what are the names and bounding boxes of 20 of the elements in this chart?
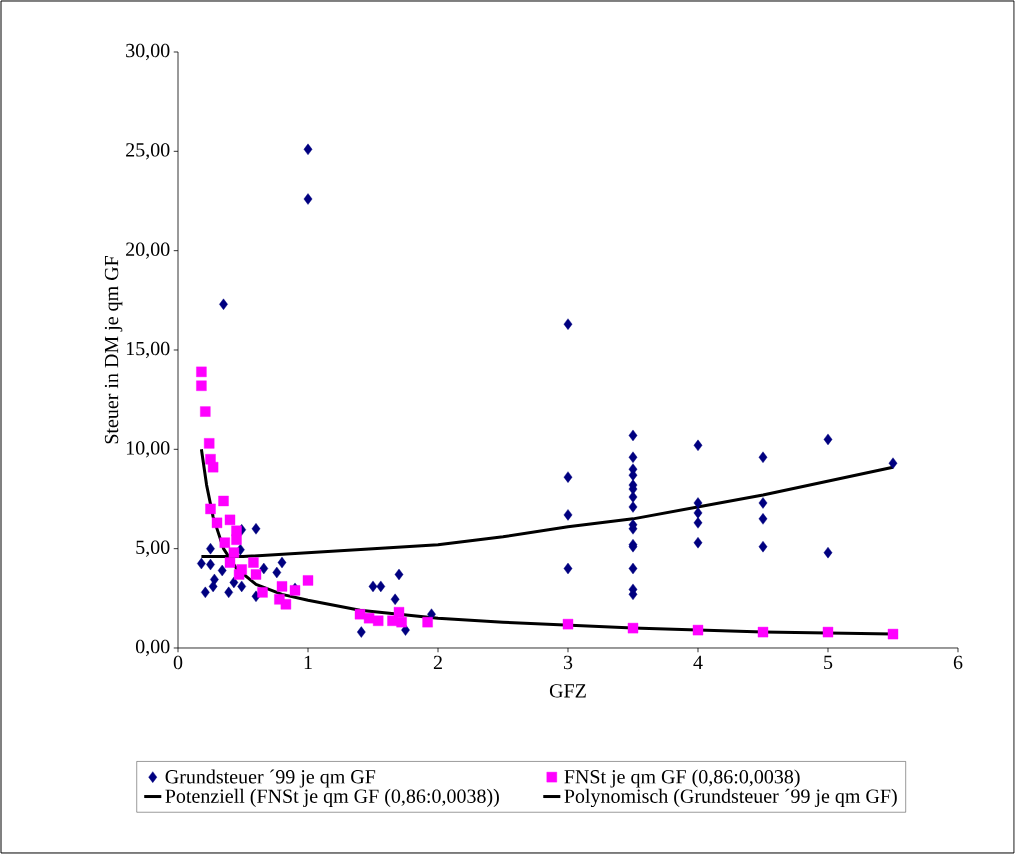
y-tick-label: 20,00 — [126, 242, 170, 259]
legend-label: Grundsteuer ´99 je qm GF — [165, 769, 376, 788]
x-tick-label: 2 — [433, 655, 442, 670]
y-tick-label: 25,00 — [126, 143, 170, 160]
x-tick-label: 4 — [693, 655, 703, 669]
legend-label: FNSt je qm GF (0,86:0,0038) — [564, 769, 800, 788]
x-axis-title: GFZ — [549, 684, 586, 698]
legend-label: Potenziell (FNSt je qm GF (0,86:0,0038)) — [165, 788, 499, 807]
y-axis-title: Steuer in DM je qm GF — [104, 256, 123, 444]
x-tick-label: 6 — [953, 655, 963, 670]
y-tick-label: 10,00 — [126, 441, 170, 458]
y-tick-label: 0,00 — [135, 639, 170, 657]
x-tick-label: 1 — [304, 655, 312, 669]
legend-label: Polynomisch (Grundsteuer ´99 je qm GF) — [564, 788, 897, 808]
y-tick-label: 30,00 — [126, 43, 170, 61]
x-tick-label: 3 — [563, 655, 573, 670]
x-tick-label: 0 — [173, 655, 183, 670]
y-tick-label: 15,00 — [126, 341, 170, 359]
x-tick-label: 5 — [824, 655, 833, 670]
y-tick-label: 5,00 — [136, 540, 170, 557]
